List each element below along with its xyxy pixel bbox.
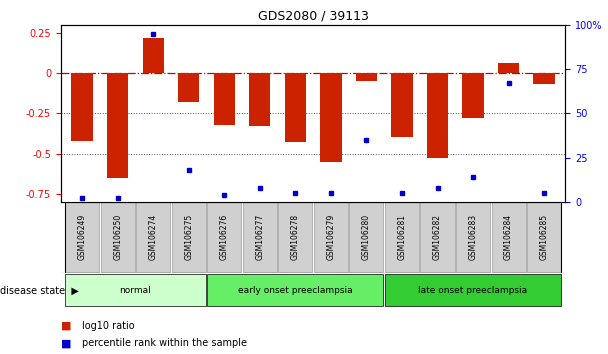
Text: GSM106282: GSM106282 bbox=[433, 214, 442, 260]
Bar bbox=[213, 73, 235, 125]
Text: GSM106285: GSM106285 bbox=[540, 214, 548, 260]
Text: log10 ratio: log10 ratio bbox=[82, 321, 135, 331]
Title: GDS2080 / 39113: GDS2080 / 39113 bbox=[258, 9, 368, 22]
Text: GSM106281: GSM106281 bbox=[398, 214, 407, 260]
Text: GSM106279: GSM106279 bbox=[326, 214, 336, 260]
Bar bbox=[285, 73, 306, 142]
Bar bbox=[243, 202, 277, 272]
Bar bbox=[171, 202, 206, 272]
Bar bbox=[314, 202, 348, 272]
Bar bbox=[527, 202, 561, 272]
Text: disease state  ▶: disease state ▶ bbox=[0, 285, 79, 295]
Text: percentile rank within the sample: percentile rank within the sample bbox=[82, 338, 247, 348]
Bar bbox=[207, 274, 384, 306]
Text: GSM106275: GSM106275 bbox=[184, 214, 193, 260]
Bar bbox=[427, 73, 448, 158]
Bar bbox=[72, 73, 93, 141]
Bar bbox=[533, 73, 554, 84]
Bar bbox=[136, 202, 170, 272]
Bar bbox=[462, 73, 484, 118]
Bar bbox=[207, 202, 241, 272]
Bar bbox=[142, 38, 164, 73]
Bar bbox=[320, 73, 342, 161]
Bar bbox=[249, 73, 271, 126]
Text: GSM106274: GSM106274 bbox=[149, 214, 157, 260]
Bar bbox=[107, 73, 128, 178]
Bar bbox=[100, 202, 135, 272]
Text: GSM106278: GSM106278 bbox=[291, 214, 300, 260]
Text: GSM106250: GSM106250 bbox=[113, 214, 122, 260]
Text: normal: normal bbox=[120, 286, 151, 295]
Text: ■: ■ bbox=[61, 338, 71, 348]
Bar bbox=[356, 73, 377, 81]
Bar bbox=[178, 73, 199, 102]
Bar bbox=[498, 63, 519, 73]
Bar bbox=[491, 202, 526, 272]
Text: GSM106277: GSM106277 bbox=[255, 214, 264, 260]
Bar bbox=[392, 73, 413, 137]
Text: ■: ■ bbox=[61, 321, 71, 331]
Bar bbox=[456, 202, 490, 272]
Text: GSM106280: GSM106280 bbox=[362, 214, 371, 260]
Text: GSM106284: GSM106284 bbox=[504, 214, 513, 260]
Text: GSM106276: GSM106276 bbox=[219, 214, 229, 260]
Bar bbox=[421, 202, 455, 272]
Text: GSM106249: GSM106249 bbox=[78, 214, 86, 260]
Text: late onset preeclampsia: late onset preeclampsia bbox=[418, 286, 528, 295]
Bar bbox=[350, 202, 384, 272]
Bar bbox=[65, 202, 99, 272]
Bar bbox=[278, 202, 313, 272]
Text: early onset preeclampsia: early onset preeclampsia bbox=[238, 286, 353, 295]
Bar bbox=[385, 274, 561, 306]
Text: GSM106283: GSM106283 bbox=[469, 214, 477, 260]
Bar bbox=[65, 274, 206, 306]
Bar bbox=[385, 202, 419, 272]
